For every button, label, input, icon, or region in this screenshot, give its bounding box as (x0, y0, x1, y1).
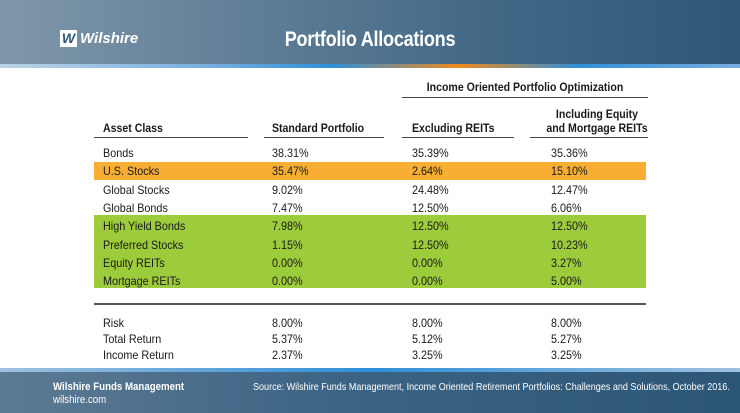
allocation-cell-standard: 38.31% (272, 146, 309, 160)
section-divider (94, 303, 646, 305)
group-header-underline (402, 97, 648, 98)
wilshire-logo-icon: W (60, 30, 77, 47)
allocation-cell-excluding: 35.39% (412, 146, 449, 160)
allocation-cell-name: Global Stocks (103, 182, 170, 197)
allocation-cell-including: 3.27% (551, 255, 582, 270)
group-header: Income Oriented Portfolio Optimization (426, 80, 624, 94)
column-header-including-line2: and Mortgage REITs (546, 121, 648, 135)
page-title: Portfolio Allocations (284, 28, 456, 51)
allocation-cell-excluding: 2.64% (412, 164, 443, 179)
stat-cell-excluding: 8.00% (412, 316, 443, 330)
stat-cell-standard: 2.37% (272, 348, 303, 362)
allocation-cell-including: 12.47% (551, 182, 588, 197)
allocation-cell-including: 12.50% (551, 219, 588, 234)
stat-cell-name: Income Return (103, 348, 174, 362)
allocation-cell-standard: 9.02% (272, 182, 303, 197)
stat-cell-excluding: 5.12% (412, 332, 443, 346)
footer-website-link[interactable]: wilshire.com (53, 394, 107, 406)
footer-accent-bar (0, 368, 740, 372)
allocation-cell-standard: 0.00% (272, 255, 303, 270)
wilshire-logo: W Wilshire (60, 30, 138, 47)
logo-text: Wilshire (80, 30, 139, 47)
allocation-cell-standard: 7.47% (272, 200, 303, 215)
header-underline-asset (94, 137, 248, 138)
allocation-cell-name: U.S. Stocks (103, 164, 160, 179)
footer-source-note: Source: Wilshire Funds Management, Incom… (253, 381, 730, 393)
stat-cell-standard: 8.00% (272, 316, 303, 330)
allocation-cell-excluding: 12.50% (412, 200, 449, 215)
footer-banner (0, 368, 740, 413)
allocation-cell-excluding: 12.50% (412, 237, 449, 252)
highlight-band-us-stocks (94, 162, 646, 180)
header-underline-including (530, 137, 648, 138)
allocation-cell-including: 6.06% (551, 200, 582, 215)
allocation-cell-excluding: 12.50% (412, 219, 449, 234)
allocation-cell-standard: 35.47% (272, 164, 309, 179)
allocation-cell-standard: 1.15% (272, 237, 303, 252)
allocation-cell-name: Bonds (103, 146, 134, 160)
stat-cell-name: Risk (103, 316, 125, 330)
header-underline-standard (264, 137, 384, 138)
header-banner (0, 0, 740, 68)
column-header-asset-class: Asset Class (103, 121, 163, 135)
allocation-cell-excluding: 24.48% (412, 182, 449, 197)
allocation-cell-excluding: 0.00% (412, 274, 443, 289)
allocation-cell-name: High Yield Bonds (103, 219, 186, 234)
allocation-cell-name: Preferred Stocks (103, 237, 184, 252)
allocation-cell-name: Equity REITs (103, 255, 165, 270)
allocation-cell-excluding: 0.00% (412, 255, 443, 270)
stat-cell-including: 3.25% (551, 348, 582, 362)
column-header-excluding: Excluding REITs (412, 121, 495, 135)
header-underline-excluding (402, 137, 514, 138)
stat-cell-including: 8.00% (551, 316, 582, 330)
allocation-cell-standard: 7.98% (272, 219, 303, 234)
stat-cell-excluding: 3.25% (412, 348, 443, 362)
allocation-cell-name: Global Bonds (103, 200, 168, 215)
column-header-including: Including Equity and Mortgage REITs (544, 107, 650, 135)
highlight-band-income-assets (94, 215, 646, 288)
allocation-cell-including: 15.10% (551, 164, 588, 179)
stat-cell-including: 5.27% (551, 332, 582, 346)
stat-cell-name: Total Return (103, 332, 162, 346)
allocation-cell-including: 5.00% (551, 274, 582, 289)
footer-company: Wilshire Funds Management (53, 381, 185, 393)
header-accent-bar (0, 64, 740, 68)
allocation-cell-including: 10.23% (551, 237, 588, 252)
column-header-including-line1: Including Equity (555, 107, 639, 121)
stat-cell-standard: 5.37% (272, 332, 303, 346)
allocation-cell-name: Mortgage REITs (103, 274, 181, 289)
allocation-cell-including: 35.36% (551, 146, 588, 160)
column-header-standard: Standard Portfolio (272, 121, 365, 135)
allocation-cell-standard: 0.00% (272, 274, 303, 289)
